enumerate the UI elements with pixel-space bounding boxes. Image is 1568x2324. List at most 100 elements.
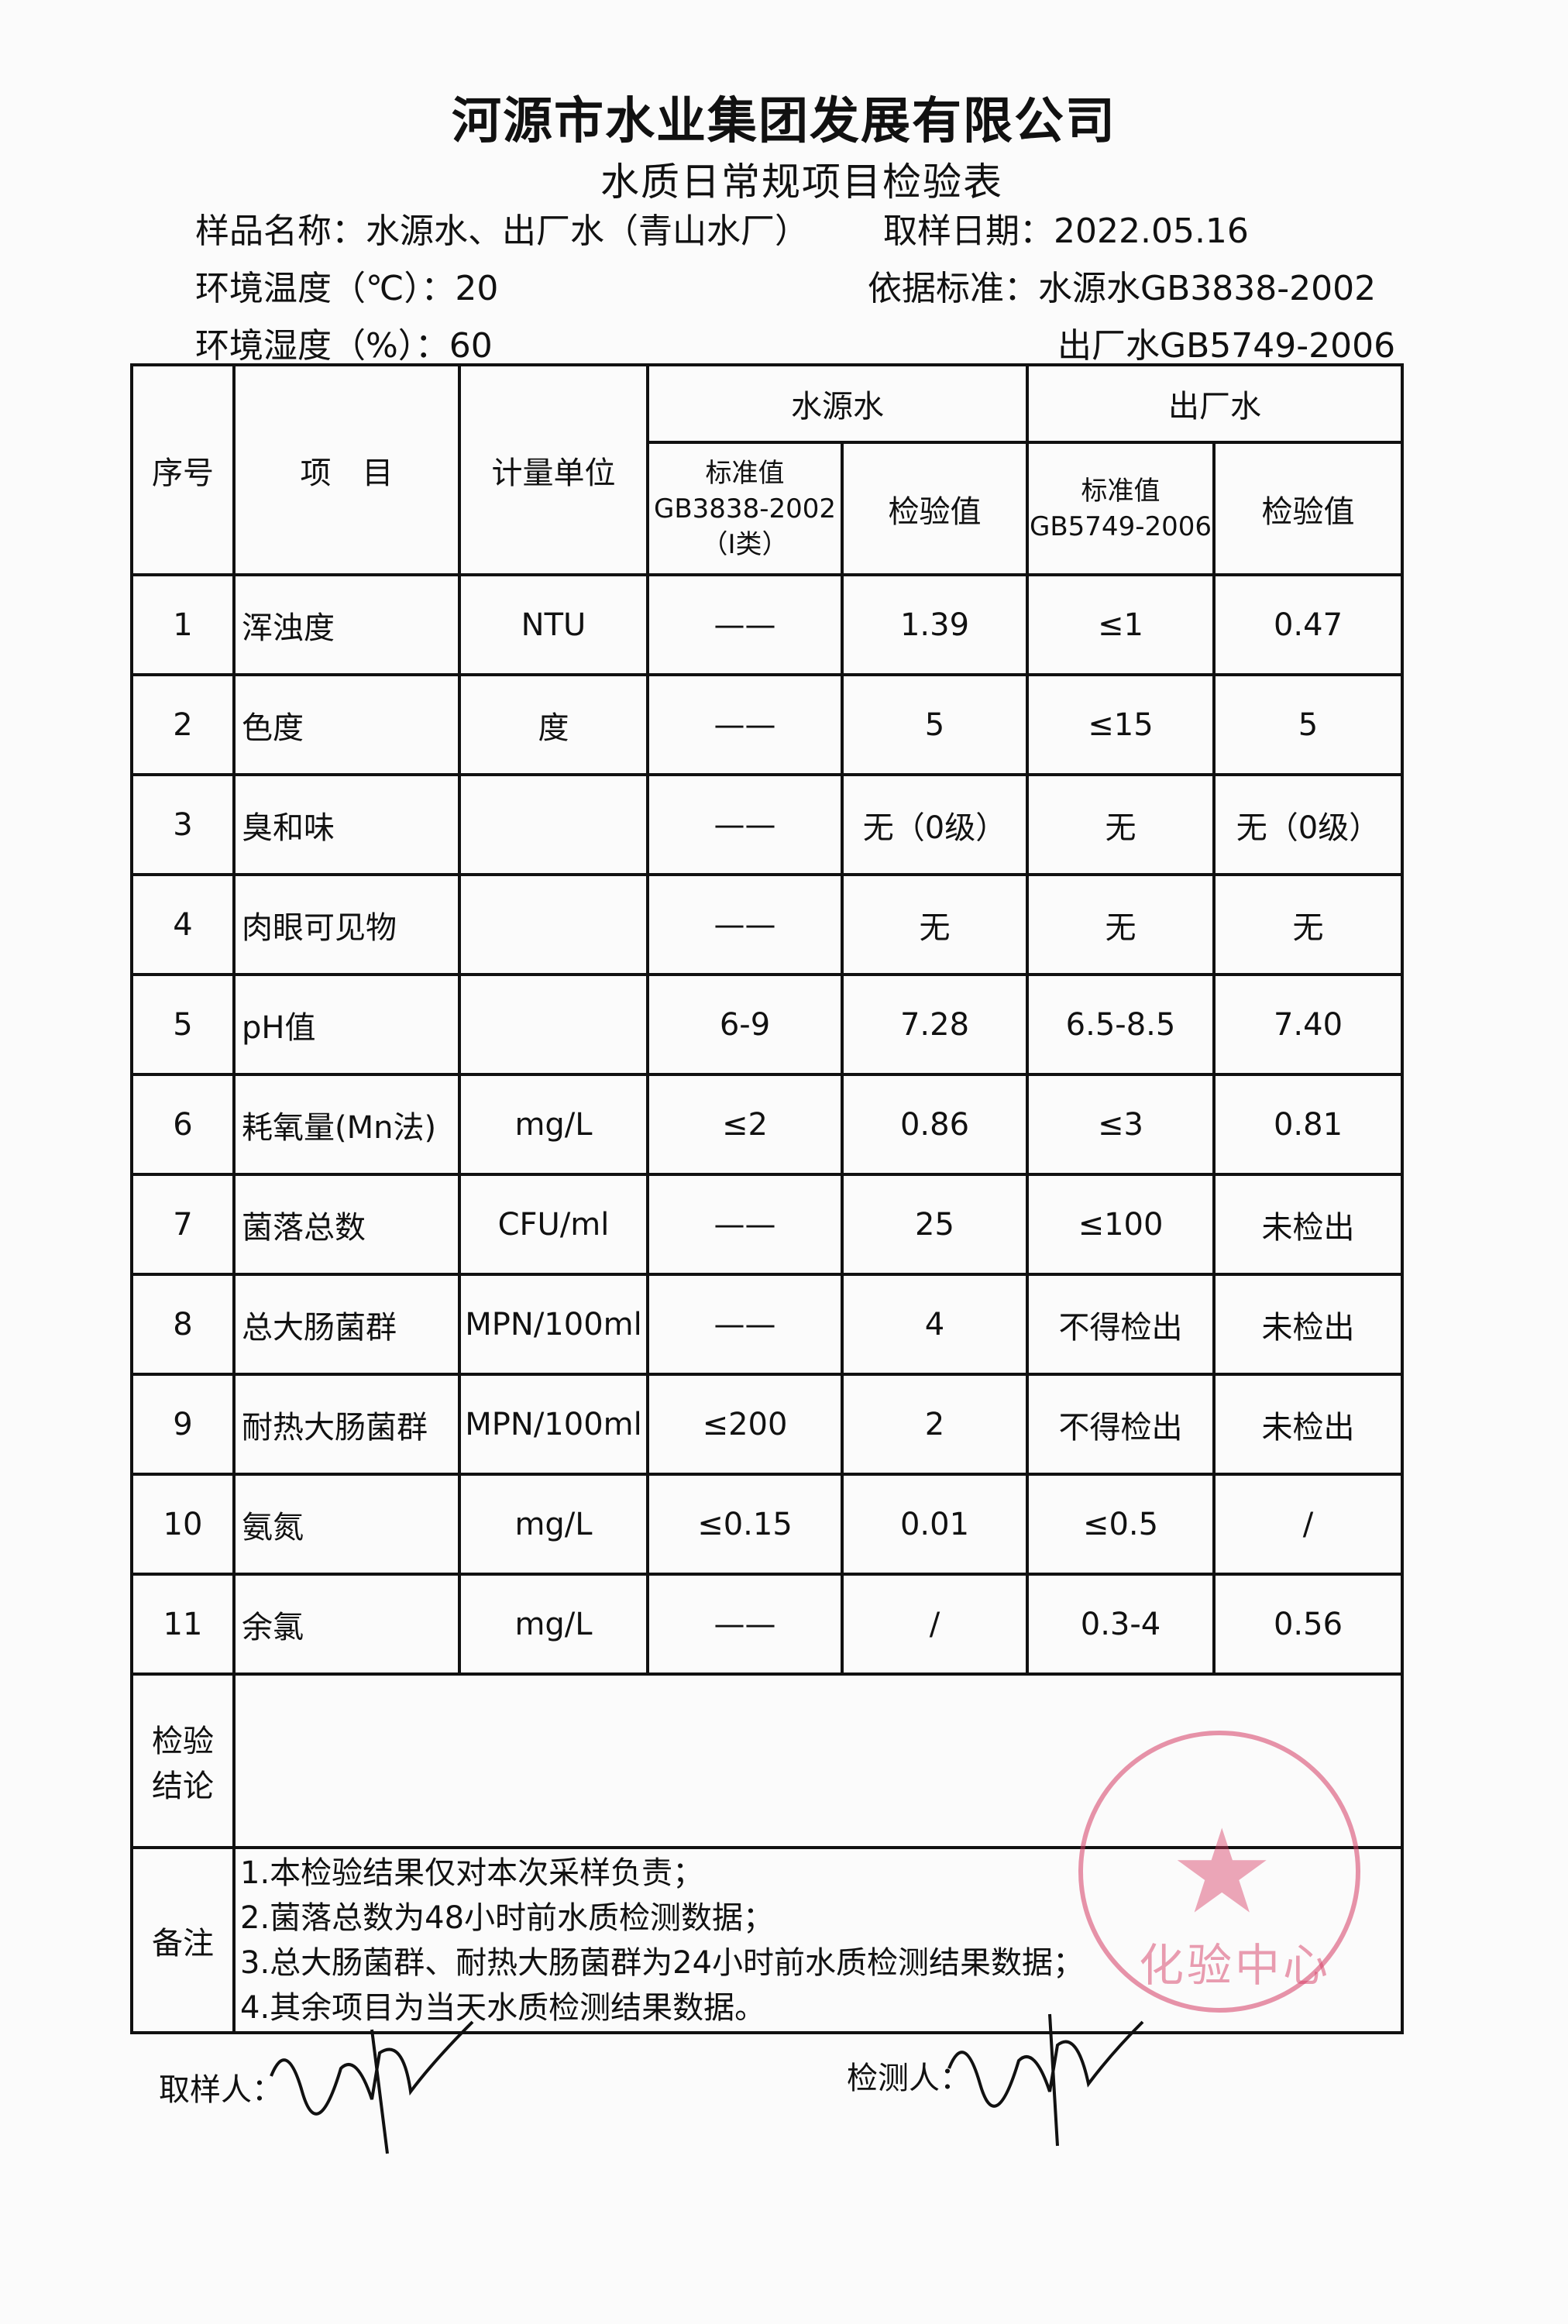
cell-src-std: —— bbox=[646, 873, 844, 976]
notes-label: 备注 bbox=[130, 1846, 236, 2034]
cell-src-std: ≤2 bbox=[646, 1073, 844, 1176]
header-source-value: 检验值 bbox=[841, 441, 1029, 576]
cell-out-std: 0.3-4 bbox=[1026, 1573, 1216, 1676]
table-row: 1 浑浊度 NTU —— 1.39 ≤1 0.47 bbox=[130, 573, 1404, 676]
table-row: 9 耐热大肠菌群 MPN/100ml ≤200 2 不得检出 未检出 bbox=[130, 1373, 1404, 1476]
table-row: 6 耗氧量(Mn法) mg/L ≤2 0.86 ≤3 0.81 bbox=[130, 1073, 1404, 1176]
cell-unit bbox=[458, 773, 649, 876]
cell-out-std: ≤100 bbox=[1026, 1173, 1216, 1276]
sample-date: 取样日期：2022.05.16 bbox=[883, 211, 1249, 251]
cell-no: 9 bbox=[130, 1373, 236, 1476]
std-label: 标准值 bbox=[1081, 475, 1161, 507]
company-title: 河源市水业集团发展有限公司 bbox=[452, 93, 1116, 150]
official-stamp bbox=[1078, 1731, 1360, 2013]
tester-signature bbox=[947, 2013, 1144, 2147]
header-output-water: 出厂水 bbox=[1026, 363, 1404, 444]
cell-out-val: 未检出 bbox=[1212, 1373, 1404, 1476]
cell-out-std: ≤0.5 bbox=[1026, 1473, 1216, 1576]
cell-item: 色度 bbox=[232, 673, 461, 776]
form-title: 水质日常规项目检验表 bbox=[600, 160, 1003, 205]
sample-name: 样品名称：水源水、出厂水（青山水厂） bbox=[195, 211, 809, 251]
cell-src-val: 0.86 bbox=[841, 1073, 1029, 1176]
cell-item: 菌落总数 bbox=[232, 1173, 461, 1276]
header-output-standard: 标准值 GB5749-2006 bbox=[1026, 441, 1216, 576]
cell-src-std: ≤0.15 bbox=[646, 1473, 844, 1576]
cell-no: 11 bbox=[130, 1573, 236, 1676]
stamp-star-icon: ★ bbox=[1170, 1805, 1274, 1940]
cell-no: 4 bbox=[130, 873, 236, 976]
note: 2.菌落总数为48小时前水质检测数据； bbox=[240, 1899, 775, 1936]
standard-source: 依据标准：水源水GB3838-2002 bbox=[868, 269, 1377, 308]
cell-item: pH值 bbox=[232, 973, 461, 1076]
cell-out-val: 未检出 bbox=[1212, 1173, 1404, 1276]
table-row: 5 pH值 6-9 7.28 6.5-8.5 7.40 bbox=[130, 973, 1404, 1076]
header-output-value: 检验值 bbox=[1212, 441, 1404, 576]
cell-unit: CFU/ml bbox=[458, 1173, 649, 1276]
sampler-label: 取样人： bbox=[159, 2072, 283, 2108]
cell-no: 2 bbox=[130, 673, 236, 776]
cell-out-std: ≤15 bbox=[1026, 673, 1216, 776]
cell-src-std: —— bbox=[646, 673, 844, 776]
table-row: 11 余氯 mg/L ——/0.3-4 0.56 bbox=[130, 1573, 1404, 1676]
note: 1.本检验结果仅对本次采样负责； bbox=[240, 1855, 704, 1891]
cell-item: 总大肠菌群 bbox=[232, 1273, 461, 1376]
table-row: 2 色度度 —— 5 ≤15 5 bbox=[130, 673, 1404, 776]
cell-src-val: 1.39 bbox=[841, 573, 1029, 676]
temperature: 环境温度（℃）：20 bbox=[195, 269, 499, 308]
cell-src-std: —— bbox=[646, 1173, 844, 1276]
cell-src-val: 5 bbox=[841, 673, 1029, 776]
cell-no: 5 bbox=[130, 973, 236, 1076]
cell-out-val: 0.81 bbox=[1212, 1073, 1404, 1176]
header-source-standard: 标准值 GB3838-2002 （Ⅰ类） bbox=[646, 441, 844, 576]
cell-unit: mg/L bbox=[458, 1573, 649, 1676]
humidity: 环境湿度（%）：60 bbox=[195, 326, 493, 366]
cell-unit bbox=[458, 973, 649, 1076]
table-row: 10 氨氮 mg/L ≤0.15 0.01 ≤0.5/ bbox=[130, 1473, 1404, 1576]
header-item: 项 目 bbox=[232, 363, 461, 576]
cell-item: 余氯 bbox=[232, 1573, 461, 1676]
cell-src-val: 4 bbox=[841, 1273, 1029, 1376]
cell-out-std: ≤3 bbox=[1026, 1073, 1216, 1176]
cell-item: 耐热大肠菌群 bbox=[232, 1373, 461, 1476]
stamp-text: 化验中心 bbox=[1139, 1939, 1332, 1992]
cell-src-std: —— bbox=[646, 773, 844, 876]
cell-src-val: 7.28 bbox=[841, 973, 1029, 1076]
cell-no: 1 bbox=[130, 573, 236, 676]
conclusion-label: 检验 结论 bbox=[130, 1673, 236, 1849]
inspection-table: 序号 项 目 计量单位 水源水 出厂水 标准值 GB3838-2002 （Ⅰ类）… bbox=[130, 363, 1404, 2034]
cell-src-val: 无（0级） bbox=[841, 773, 1029, 876]
table-row: 3 臭和味 —— 无（0级）无无（0级） bbox=[130, 773, 1404, 876]
table-row: 8 总大肠菌群 MPN/100ml —— 4 不得检出 未检出 bbox=[130, 1273, 1404, 1376]
cell-no: 3 bbox=[130, 773, 236, 876]
cell-out-std: 无 bbox=[1026, 773, 1216, 876]
note: 4.其余项目为当天水质检测结果数据。 bbox=[240, 1989, 766, 2026]
cell-out-val: 未检出 bbox=[1212, 1273, 1404, 1376]
cell-unit bbox=[458, 873, 649, 976]
cell-item: 臭和味 bbox=[232, 773, 461, 876]
header-source-water: 水源水 bbox=[646, 363, 1029, 444]
cell-src-std: —— bbox=[646, 573, 844, 676]
cell-src-std: 6-9 bbox=[646, 973, 844, 1076]
cell-item: 肉眼可见物 bbox=[232, 873, 461, 976]
cell-out-std: 无 bbox=[1026, 873, 1216, 976]
cell-unit: 度 bbox=[458, 673, 649, 776]
std-code: GB5749-2006 bbox=[1030, 511, 1212, 542]
cell-no: 6 bbox=[130, 1073, 236, 1176]
cell-out-val: 无（0级） bbox=[1212, 773, 1404, 876]
cell-no: 7 bbox=[130, 1173, 236, 1276]
cell-out-val: / bbox=[1212, 1473, 1404, 1576]
cell-out-val: 0.56 bbox=[1212, 1573, 1404, 1676]
cell-item: 耗氧量(Mn法) bbox=[232, 1073, 461, 1176]
cell-src-std: ≤200 bbox=[646, 1373, 844, 1476]
std-class: （Ⅰ类） bbox=[701, 528, 789, 560]
cell-src-val: 无 bbox=[841, 873, 1029, 976]
header-no: 序号 bbox=[130, 363, 236, 576]
cell-out-std: ≤1 bbox=[1026, 573, 1216, 676]
table-row: 4 肉眼可见物 —— 无无无 bbox=[130, 873, 1404, 976]
std-code: GB3838-2002 bbox=[654, 493, 836, 524]
cell-src-val: 25 bbox=[841, 1173, 1029, 1276]
cell-out-val: 5 bbox=[1212, 673, 1404, 776]
note: 3.总大肠菌群、耐热大肠菌群为24小时前水质检测结果数据； bbox=[240, 1944, 1085, 1981]
cell-item: 浑浊度 bbox=[232, 573, 461, 676]
cell-src-std: —— bbox=[646, 1573, 844, 1676]
